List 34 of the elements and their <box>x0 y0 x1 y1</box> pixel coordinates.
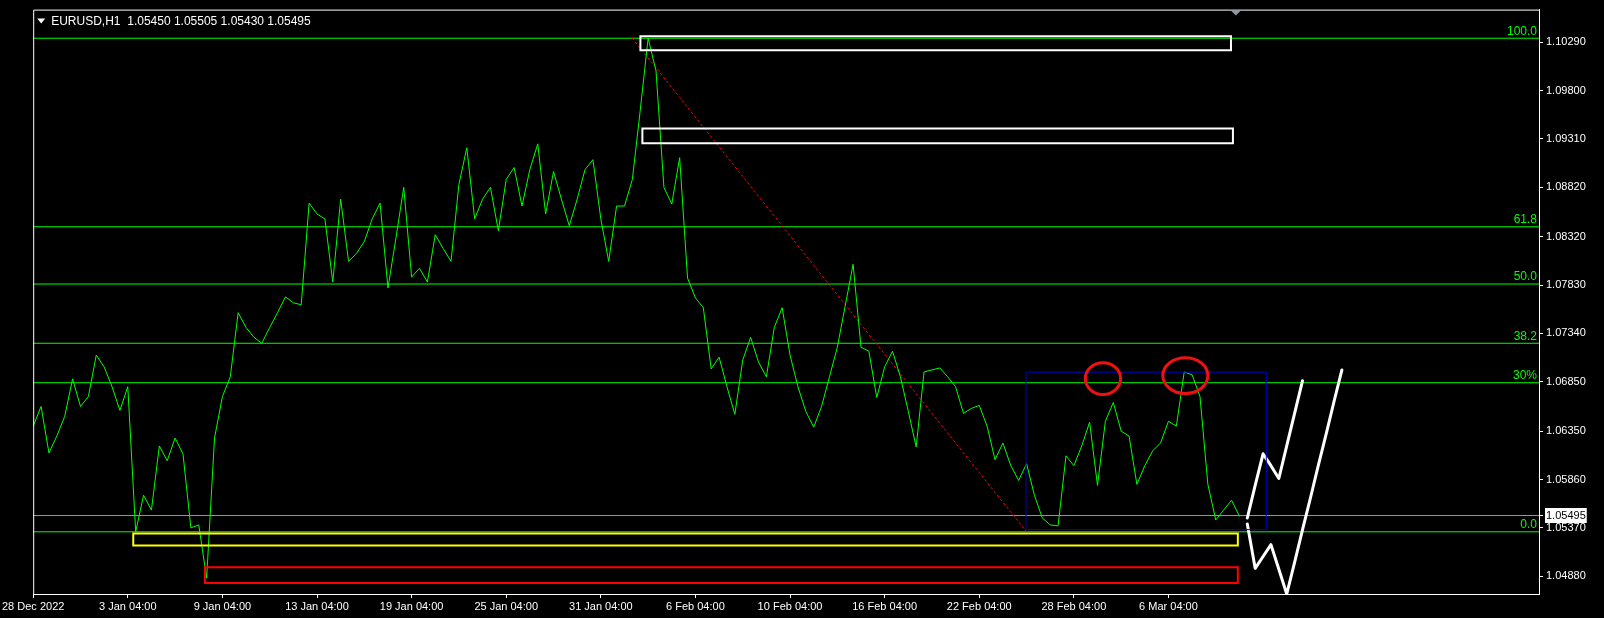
x-tick-label: 6 Feb 04:00 <box>666 599 725 612</box>
x-tick-label: 6 Mar 04:00 <box>1139 599 1198 612</box>
annotation: 38.2 <box>1513 328 1538 343</box>
y-tick-label: 1.06350 <box>1546 424 1586 437</box>
y-tick-label: 1.05370 <box>1546 520 1586 533</box>
x-tick-label: 3 Jan 04:00 <box>99 599 157 612</box>
annotation: 61.8 <box>1513 212 1538 227</box>
annotation: 30% <box>1512 368 1538 383</box>
y-tick-label: 1.07340 <box>1546 326 1586 339</box>
y-tick-label: 1.07830 <box>1546 278 1586 291</box>
annotation: 50.0 <box>1513 269 1538 284</box>
x-tick-label: 10 Feb 04:00 <box>757 599 823 612</box>
y-tick-label: 1.10290 <box>1546 35 1586 48</box>
y-tick-label: 1.05495 <box>1546 508 1586 521</box>
x-tick-label: 31 Jan 04:00 <box>569 599 633 612</box>
y-tick-label: 1.04880 <box>1546 569 1586 582</box>
chart-title: EURUSD,H1 1.05450 1.05505 1.05430 1.05495 <box>51 13 311 28</box>
y-tick-label: 1.08320 <box>1546 229 1586 242</box>
x-tick-label: 9 Jan 04:00 <box>193 599 252 612</box>
x-tick-label: 19 Jan 04:00 <box>379 599 444 612</box>
annotation: 0.0 <box>1520 517 1538 532</box>
y-tick-label: 1.05860 <box>1546 472 1586 485</box>
x-tick-label: 28 Feb 04:00 <box>1041 599 1107 612</box>
y-tick-label: 1.09310 <box>1546 131 1586 144</box>
x-tick-label: 22 Feb 04:00 <box>946 599 1012 612</box>
x-tick-label: 28 Dec 2022 <box>1 599 65 612</box>
annotation: 100.0 <box>1506 23 1538 38</box>
y-tick-label: 1.09800 <box>1546 83 1586 96</box>
y-tick-label: 1.06850 <box>1546 374 1586 387</box>
x-tick-label: 25 Jan 04:00 <box>474 599 539 612</box>
y-tick-label: 1.08820 <box>1546 180 1586 193</box>
line-series <box>631 37 1028 533</box>
x-tick-label: 16 Feb 04:00 <box>852 599 918 612</box>
x-tick-label: 13 Jan 04:00 <box>285 599 349 612</box>
